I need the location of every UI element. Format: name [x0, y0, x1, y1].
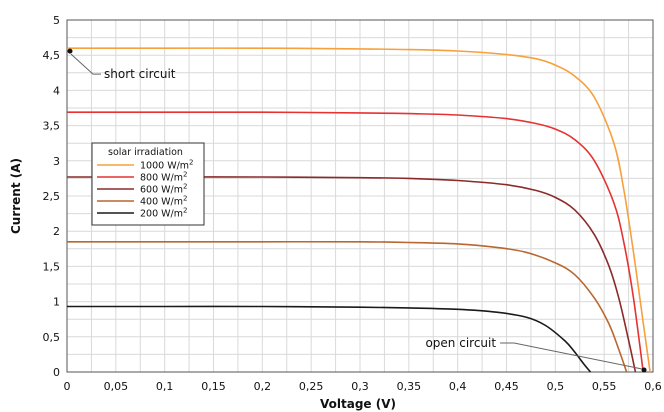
x-tick-label: 0,55 — [592, 380, 617, 393]
y-tick-label: 0 — [53, 366, 60, 379]
axes — [66, 19, 654, 373]
open-circuit-leader-line — [500, 342, 643, 370]
open-circuit-marker — [641, 367, 647, 373]
legend-title: solar irradiation — [108, 147, 183, 158]
short-circuit-label: short circuit — [104, 67, 176, 81]
y-tick-labels: 0 0,5 1 1,5 2 2,5 3 3,5 4 4,5 5 — [43, 14, 61, 379]
x-tick-label: 0,1 — [156, 380, 174, 393]
y-tick-label: 5 — [53, 14, 60, 27]
y-tick-label: 2,5 — [43, 190, 61, 203]
legend-entry-200: 200 W/m2 — [140, 207, 187, 220]
x-tick-label: 0,5 — [547, 380, 565, 393]
y-tick-label: 3 — [53, 155, 60, 168]
grid — [66, 19, 654, 373]
plot-frame — [66, 19, 654, 373]
series-line-800 — [67, 111, 644, 373]
legend-entry-800: 800 W/m2 — [140, 171, 187, 184]
y-tick-label: 4,5 — [43, 49, 61, 62]
x-tick-label: 0,4 — [449, 380, 467, 393]
x-tick-label: 0,6 — [644, 380, 662, 393]
y-axis-title: Current (A) — [9, 158, 23, 234]
x-tick-label: 0,2 — [254, 380, 272, 393]
series-line-400 — [67, 240, 628, 373]
y-tick-label: 4 — [53, 84, 60, 97]
x-tick-label: 0,3 — [351, 380, 369, 393]
y-tick-label: 0,5 — [43, 331, 61, 344]
legend-entry-1000: 1000 W/m2 — [140, 159, 194, 172]
y-tick-label: 3,5 — [43, 120, 61, 133]
y-tick-label: 1 — [53, 296, 60, 309]
series-line-1000 — [67, 47, 651, 373]
legend-entry-600: 600 W/m2 — [140, 183, 187, 196]
short-circuit-leader-line — [70, 53, 101, 75]
x-tick-label: 0,35 — [397, 380, 422, 393]
y-tick-label: 2 — [53, 225, 60, 238]
x-tick-labels: 0 0,05 0,1 0,15 0,2 0,25 0,3 0,35 0,4 0,45 0,5 0,55… — [64, 380, 662, 393]
x-tick-label: 0,05 — [104, 380, 129, 393]
series-line-600 — [66, 176, 637, 373]
series-lines — [66, 47, 651, 373]
x-tick-label: 0 — [64, 380, 71, 393]
open-circuit-label: open circuit — [425, 336, 496, 350]
y-tick-label: 1,5 — [43, 260, 61, 273]
series-line-200 — [67, 305, 592, 373]
x-tick-label: 0,45 — [494, 380, 519, 393]
legend-box — [91, 142, 205, 226]
annotations: short circuit open circuit — [67, 48, 647, 373]
x-axis-title: Voltage (V) — [320, 397, 396, 411]
short-circuit-marker — [67, 48, 73, 54]
legend-entry-400: 400 W/m2 — [140, 195, 187, 208]
x-tick-label: 0,25 — [299, 380, 324, 393]
x-tick-label: 0,15 — [201, 380, 226, 393]
